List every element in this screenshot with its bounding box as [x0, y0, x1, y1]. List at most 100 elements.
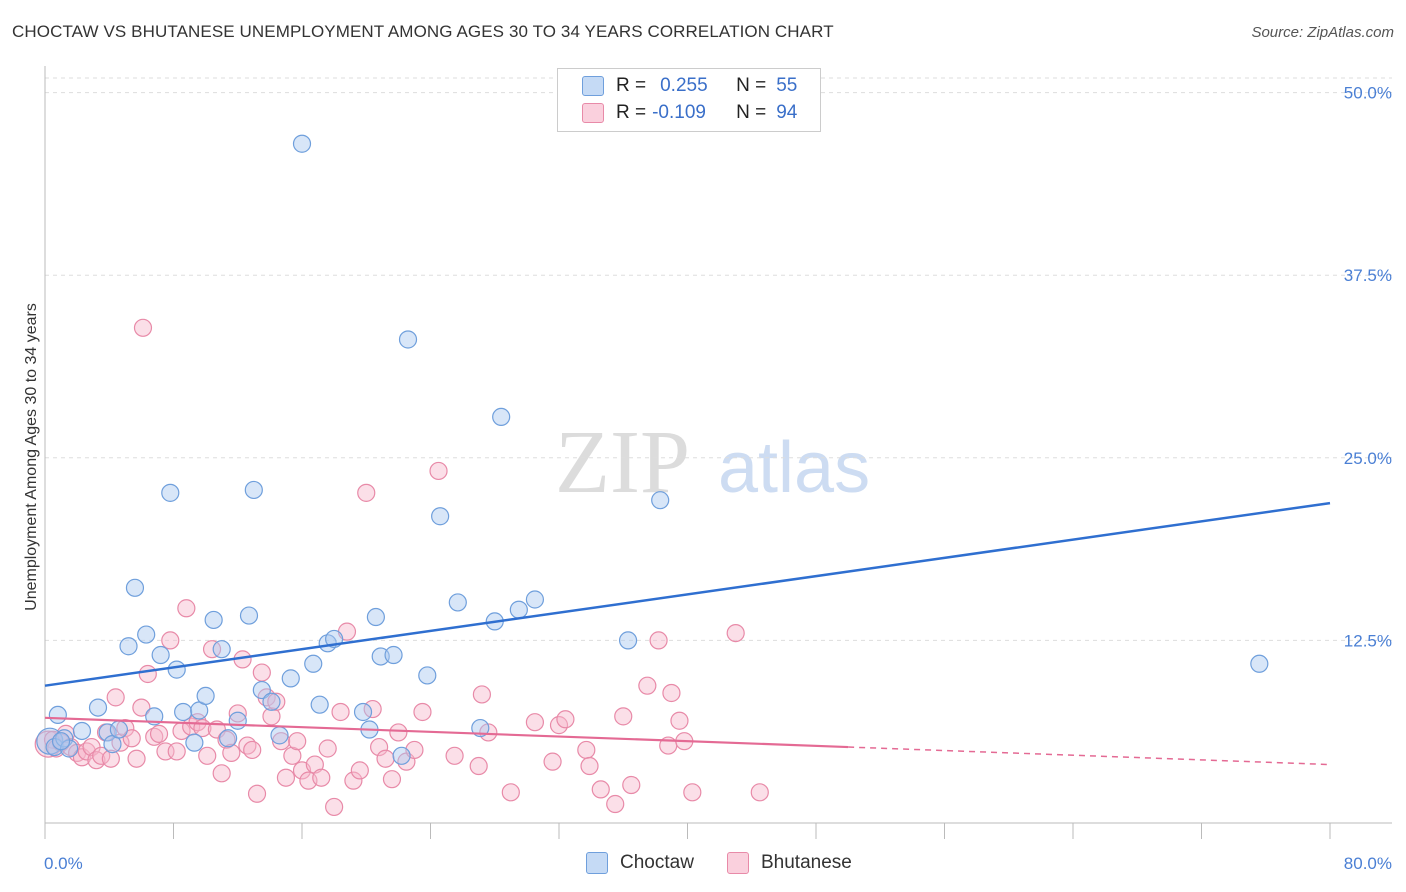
choctaw-point [431, 507, 450, 526]
bhutanese-point [106, 688, 125, 707]
x-tick-label-min: 0.0% [44, 854, 83, 873]
choctaw-point [270, 726, 289, 745]
bhutanese-point [683, 783, 702, 802]
choctaw-point [125, 578, 145, 597]
bhutanese-r-label: R = [616, 102, 647, 123]
choctaw-point [137, 625, 156, 644]
bhutanese-point [556, 710, 575, 729]
choctaw-point [471, 718, 490, 738]
bhutanese-point [288, 732, 307, 751]
bhutanese-n-value: 94 [776, 102, 798, 123]
bhutanese-point [525, 713, 545, 732]
bhutanese-point [344, 771, 363, 790]
bhutanese-point [472, 685, 491, 704]
choctaw-point [72, 721, 92, 741]
grid-lines [45, 77, 1392, 641]
bhutanese-point [138, 664, 157, 684]
axes [44, 66, 1392, 839]
legend-row-bhutanese: R = -0.109 N = 94 [582, 102, 798, 124]
legend-item-bhutanese: Bhutanese [727, 852, 852, 874]
choctaw-point [525, 590, 545, 609]
choctaw-trend-line [44, 501, 1331, 687]
choctaw-point [384, 645, 403, 665]
choctaw-n-label: N = [736, 75, 767, 96]
bhutanese-point [312, 768, 331, 787]
choctaw-point [281, 669, 300, 688]
bhutanese-point [132, 698, 151, 717]
choctaw-legend-label: Choctaw [620, 852, 694, 873]
bhutanese-point [276, 768, 296, 787]
bhutanese-point [243, 740, 262, 760]
choctaw-point [212, 640, 231, 659]
choctaw-point [51, 732, 71, 751]
bhutanese-point [228, 704, 247, 723]
bhutanese-point [376, 749, 395, 768]
choctaw-point [1250, 654, 1269, 673]
bhutanese-point [357, 483, 376, 502]
bhutanese-legend-label: Bhutanese [761, 852, 852, 873]
bhutanese-point [222, 743, 241, 762]
bhutanese-legend-swatch [727, 852, 749, 874]
choctaw-point [262, 692, 281, 711]
choctaw-swatch [582, 76, 604, 96]
choctaw-point [651, 491, 670, 510]
choctaw-point [119, 637, 138, 656]
bhutanese-point [501, 783, 520, 802]
bhutanese-point [133, 318, 153, 337]
choctaw-point [304, 654, 323, 673]
watermark-zip: ZIP [555, 413, 690, 512]
chart-title: CHOCTAW VS BHUTANESE UNEMPLOYMENT AMONG … [12, 22, 834, 41]
choctaw-point [509, 600, 528, 619]
choctaw-point [492, 407, 511, 427]
choctaw-point [204, 610, 223, 630]
bhutanese-point [580, 756, 599, 776]
bhutanese-point [212, 764, 231, 783]
bhutanese-point [726, 623, 745, 643]
bhutanese-point [177, 599, 196, 618]
bhutanese-point [389, 723, 408, 742]
choctaw-point [244, 480, 263, 500]
choctaw-point [239, 606, 259, 625]
bhutanese-trend-line [44, 716, 849, 749]
choctaw-point [448, 593, 467, 612]
bhutanese-point [252, 663, 271, 682]
choctaw-legend-swatch [586, 852, 608, 874]
bhutanese-point [469, 756, 488, 776]
choctaw-point [196, 686, 215, 706]
bhutanese-point [149, 724, 169, 743]
choctaw-point [353, 702, 373, 722]
choctaw-points [36, 134, 1269, 765]
choctaw-point [392, 746, 411, 765]
bhutanese-point [622, 775, 641, 795]
watermark-atlas: atlas [718, 428, 870, 508]
bhutanese-point [649, 631, 668, 650]
bhutanese-point [262, 707, 281, 726]
choctaw-point [98, 723, 117, 742]
y-tick-label: 37.5% [1344, 266, 1392, 285]
choctaw-point [161, 483, 180, 502]
x-tick-label-max: 80.0% [1344, 854, 1392, 873]
y-tick-label: 50.0% [1344, 84, 1392, 103]
bhutanese-point [198, 746, 217, 765]
legend-row-choctaw: R = 0.255 N = 55 [582, 75, 798, 97]
bhutanese-point [202, 640, 222, 659]
choctaw-n-value: 55 [776, 75, 798, 96]
bhutanese-point [543, 752, 562, 771]
choctaw-point [167, 660, 186, 679]
correlation-legend: R = 0.255 N = 55 R = -0.109 N = 94 [557, 68, 821, 132]
bhutanese-point [101, 749, 120, 768]
bhutanese-point [429, 461, 448, 481]
choctaw-point [292, 134, 312, 153]
choctaw-point [88, 698, 108, 717]
y-tick-label: 12.5% [1344, 631, 1392, 650]
choctaw-point [366, 607, 385, 627]
bhutanese-swatch [582, 103, 604, 123]
bhutanese-point [267, 692, 286, 711]
bhutanese-point [591, 780, 610, 799]
series-legend: Choctaw Bhutanese [0, 852, 1406, 876]
choctaw-r-value: 0.255 [660, 75, 708, 96]
trend-lines [44, 501, 1331, 766]
bhutanese-trend-extension [848, 746, 1331, 766]
choctaw-point [109, 720, 128, 739]
y-tick-label: 25.0% [1344, 449, 1392, 468]
